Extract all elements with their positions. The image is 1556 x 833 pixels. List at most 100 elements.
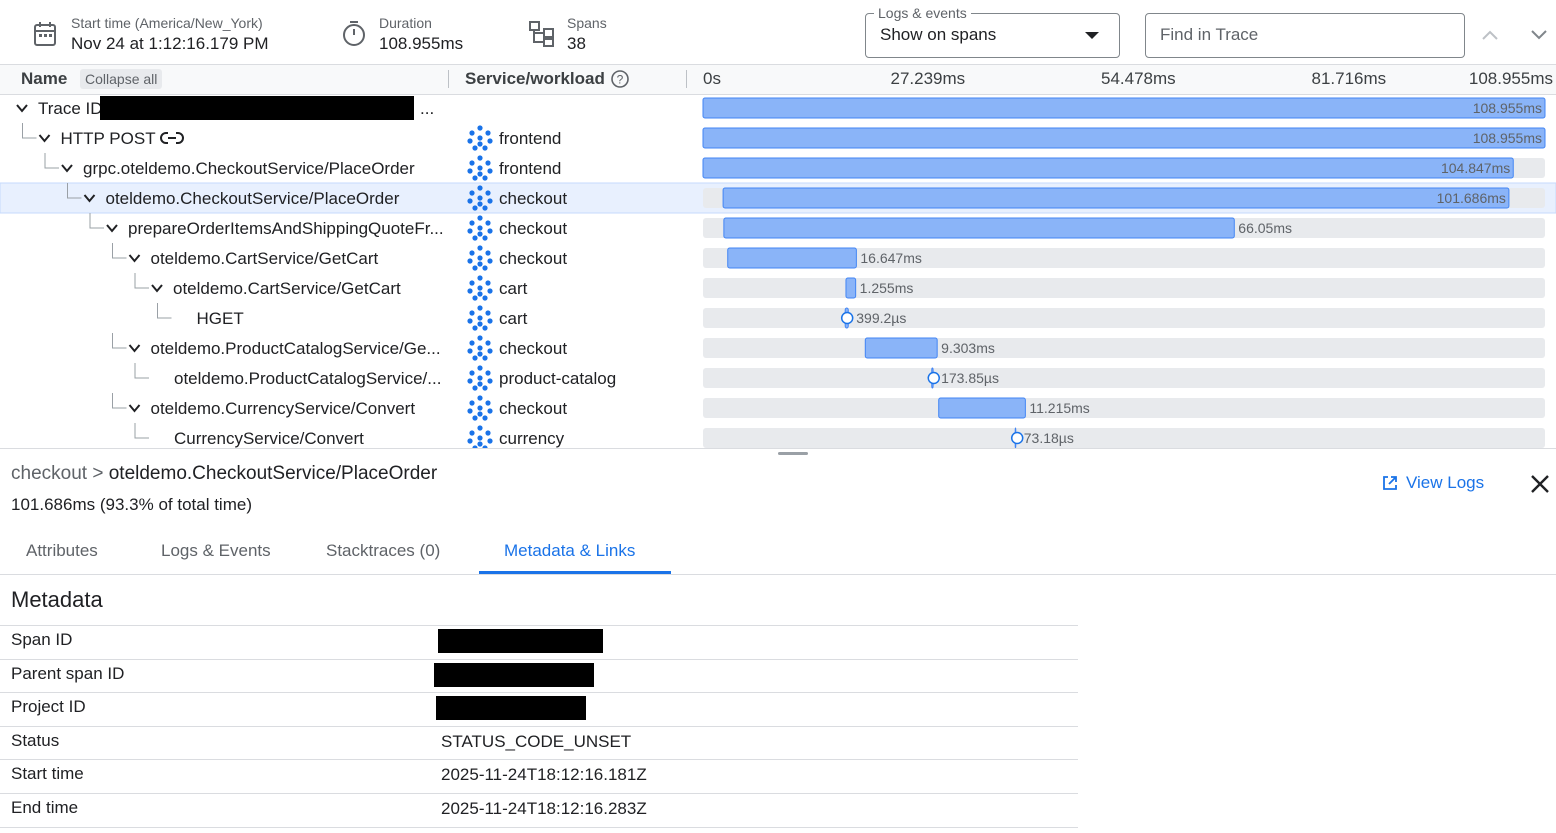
icon-dot bbox=[482, 265, 488, 271]
icon-dot bbox=[485, 400, 491, 406]
icon-dot bbox=[467, 168, 473, 174]
metadata-row-border bbox=[0, 692, 1078, 694]
icon-dot bbox=[477, 201, 483, 207]
span-name: CurrencyService/Convert bbox=[174, 429, 364, 448]
span-point bbox=[927, 371, 940, 385]
tab-indicator bbox=[479, 571, 671, 574]
icon-dot bbox=[477, 315, 483, 321]
service-name: cart bbox=[499, 309, 528, 328]
spans-label: Spans bbox=[567, 15, 607, 31]
tree-connector bbox=[22, 123, 37, 139]
icon-dot bbox=[482, 415, 488, 421]
spans-count: 38 bbox=[567, 34, 586, 53]
icon-dot bbox=[482, 295, 488, 301]
duration-label: Duration bbox=[379, 15, 432, 31]
icon-dot bbox=[485, 220, 491, 226]
span-name: prepareOrderItemsAndShippingQuoteFr... bbox=[128, 219, 444, 238]
spans-icon bbox=[529, 21, 554, 47]
icon-dot bbox=[472, 145, 478, 151]
span-bar bbox=[938, 397, 1026, 419]
close-button[interactable] bbox=[1530, 474, 1550, 494]
service-name: currency bbox=[499, 429, 565, 448]
nav-arrows[interactable] bbox=[1480, 26, 1550, 44]
icon-dot bbox=[477, 441, 483, 447]
span-name: oteldemo.ProductCatalogService/Ge... bbox=[151, 339, 441, 358]
redacted bbox=[436, 696, 586, 721]
icon-dot bbox=[477, 285, 483, 291]
icon-dot bbox=[485, 430, 491, 436]
tab[interactable]: Logs & Events bbox=[161, 541, 271, 560]
service-name: frontend bbox=[499, 129, 561, 148]
service-name: checkout bbox=[499, 399, 567, 418]
duration-label: 16.647ms bbox=[860, 250, 921, 266]
dropdown-arrow bbox=[1085, 32, 1099, 39]
span-point bbox=[840, 311, 854, 325]
metadata-value: STATUS_CODE_UNSET bbox=[441, 731, 632, 751]
icon-dot bbox=[477, 225, 483, 231]
icon-dot bbox=[472, 385, 478, 391]
tree-connector bbox=[134, 273, 149, 289]
redacted bbox=[100, 96, 414, 120]
span-name: oteldemo.ProductCatalogService/... bbox=[174, 369, 441, 388]
metadata-key: Status bbox=[11, 730, 60, 750]
column-divider bbox=[686, 70, 687, 88]
view-logs-link[interactable]: View Logs bbox=[1406, 473, 1485, 492]
icon-dot bbox=[472, 355, 478, 361]
name-header: Name bbox=[21, 69, 68, 88]
icon-dot bbox=[477, 375, 483, 381]
icon-dot bbox=[472, 445, 478, 448]
icon-dot bbox=[469, 310, 475, 316]
help-icon[interactable]: ? bbox=[610, 69, 630, 89]
icon-dot bbox=[477, 245, 483, 251]
collapse-all-button[interactable]: Collapse all bbox=[80, 69, 163, 89]
duration-label: 11.215ms bbox=[1029, 400, 1089, 416]
span-name: grpc.oteldemo.CheckoutService/PlaceOrder bbox=[83, 159, 415, 178]
logs-events-select[interactable]: Logs & events Show on spans bbox=[865, 5, 1120, 58]
icon-dot bbox=[487, 198, 493, 204]
icon-dot bbox=[482, 325, 488, 331]
icon-dot bbox=[467, 318, 473, 324]
expand-chevron bbox=[151, 284, 163, 293]
duration-label: 399.2µs bbox=[856, 310, 906, 326]
tab[interactable]: Metadata & Links bbox=[504, 541, 636, 560]
expand-chevron bbox=[38, 134, 51, 143]
icon-dot bbox=[477, 405, 483, 411]
find-input[interactable]: Find in Trace bbox=[1145, 13, 1465, 58]
icon-dot bbox=[477, 215, 483, 221]
span-bar bbox=[727, 247, 857, 269]
icon-dot bbox=[477, 425, 483, 431]
icon-dot bbox=[477, 351, 483, 357]
tab[interactable]: Attributes bbox=[26, 541, 98, 560]
breadcrumb: checkout > oteldemo.CheckoutService/Plac… bbox=[11, 463, 437, 485]
service-icon bbox=[467, 275, 493, 301]
track bbox=[703, 308, 1545, 328]
service-header: Service/workload bbox=[465, 69, 605, 88]
icon-dot bbox=[472, 325, 478, 331]
tree-connector bbox=[112, 393, 127, 409]
service-name: checkout bbox=[499, 249, 567, 268]
track bbox=[703, 398, 1545, 418]
icon-dot bbox=[472, 235, 478, 241]
logs-events-value: Show on spans bbox=[880, 25, 997, 44]
span-summary: 101.686ms (93.3% of total time) bbox=[11, 495, 252, 515]
duration-label: 73.18µs bbox=[1024, 430, 1074, 446]
metadata-row-border bbox=[0, 793, 1078, 794]
resize-handle[interactable] bbox=[778, 452, 808, 455]
service-icon bbox=[467, 335, 493, 361]
span-bar bbox=[864, 337, 938, 359]
track bbox=[703, 248, 1545, 268]
icon-dot bbox=[477, 411, 483, 417]
span-bar bbox=[702, 157, 1514, 179]
icon-dot bbox=[482, 145, 488, 151]
icon-dot bbox=[472, 265, 478, 271]
duration-label: 108.955ms bbox=[1473, 130, 1542, 146]
svg-text:?: ? bbox=[617, 73, 624, 87]
metadata-value: 2025-11-24T18:12:16.283Z bbox=[441, 799, 647, 818]
icon-dot bbox=[477, 261, 483, 267]
icon-dot bbox=[485, 160, 491, 166]
logs-events-label: Logs & events bbox=[874, 5, 971, 21]
tab[interactable]: Stacktraces (0) bbox=[326, 541, 441, 560]
span-name: oteldemo.CurrencyService/Convert bbox=[151, 399, 416, 418]
service-icon bbox=[467, 215, 493, 241]
